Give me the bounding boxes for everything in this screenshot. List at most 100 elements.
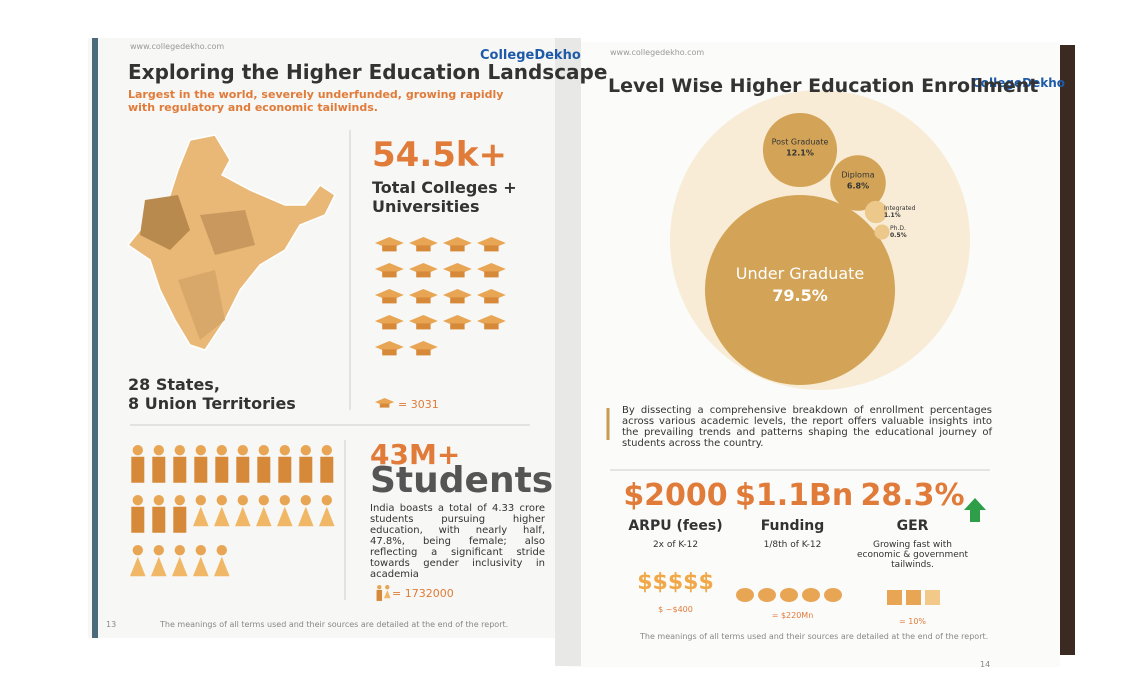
stat-value: 28.3% [860, 478, 965, 513]
person-icon [152, 506, 166, 533]
bubble [874, 224, 890, 240]
cap-icon [450, 297, 465, 304]
url: www.collegedekho.com [130, 42, 225, 51]
person-icon [193, 556, 209, 577]
stat-legend: $ ~$400 [658, 605, 693, 614]
piggy-icon [736, 588, 754, 602]
person-icon [237, 445, 248, 456]
person-icon [320, 456, 334, 483]
stat-value: $1.1Bn [735, 478, 854, 513]
gutter [555, 38, 581, 666]
person-icon [130, 556, 146, 577]
page-number: 14 [980, 660, 991, 669]
person-icon [152, 456, 166, 483]
cap-legend [375, 398, 395, 406]
bubble-value: 6.8% [847, 182, 869, 191]
cap-icon [382, 349, 397, 356]
person-icon [172, 556, 188, 577]
title: Exploring the Higher Education Landscape [128, 60, 608, 84]
colleges-label: Total Colleges + Universities [372, 178, 517, 216]
bubble-label: Under Graduate [736, 264, 865, 283]
map-region [140, 195, 190, 250]
bubble-label: Diploma [841, 170, 874, 179]
cap-icon [450, 271, 465, 278]
cap-icon [382, 245, 397, 252]
person-icon [131, 456, 145, 483]
person-icon [279, 495, 290, 506]
states: 28 States, 8 Union Territories [128, 375, 296, 413]
cap-icon [416, 271, 431, 278]
cap-icon [484, 323, 499, 330]
person-icon [235, 506, 251, 527]
person-icon [214, 506, 230, 527]
subtitle: Largest in the world, severely underfund… [128, 88, 504, 114]
person-icon [153, 495, 164, 506]
person-icon [256, 506, 272, 527]
person-icon [257, 456, 271, 483]
spine-edge [92, 38, 98, 638]
person-icon [278, 456, 292, 483]
bubble-value: 79.5% [772, 286, 828, 305]
piggy-icon [758, 588, 776, 602]
students-text: India boasts a total of 4.33 crore stude… [370, 503, 545, 580]
piggy-icon [802, 588, 820, 602]
person-icon [195, 445, 206, 456]
piggy-icon [780, 588, 798, 602]
person-icon [131, 506, 145, 533]
person-icon [195, 545, 206, 556]
person-icon [215, 456, 229, 483]
person-icon [173, 456, 187, 483]
cap-icon [382, 271, 397, 278]
left-page [88, 38, 568, 638]
stat-label: ARPU (fees) [628, 518, 723, 534]
person-icon [277, 506, 293, 527]
stat-note: 1/8th of K-12 [763, 540, 822, 550]
cap-icon [484, 297, 499, 304]
cap-icon [484, 271, 499, 278]
states-line: 8 Union Territories [128, 394, 296, 413]
cap-icon [450, 323, 465, 330]
person-icon [216, 495, 227, 506]
stat-legend: = $220Mn [771, 611, 814, 620]
person-icon [132, 545, 143, 556]
cap-icon [484, 245, 499, 252]
url: www.collegedekho.com [610, 48, 705, 57]
piggy-icon [824, 588, 842, 602]
person-icon [237, 495, 248, 506]
bubble-label: Post Graduate [772, 137, 829, 146]
cap-icon [416, 297, 431, 304]
person-legend [377, 585, 382, 590]
stat-legend: = 10% [898, 617, 927, 626]
person-icon [195, 495, 206, 506]
person-icon [153, 445, 164, 456]
person-icon [298, 506, 314, 527]
person-icon [214, 556, 230, 577]
stat-note: 2x of K-12 [652, 540, 699, 550]
person-icon [321, 495, 332, 506]
person-icon [216, 445, 227, 456]
cap-icon [450, 245, 465, 252]
bubble-value: 12.1% [786, 149, 814, 158]
cap-icon [416, 349, 431, 356]
box-icon [906, 590, 921, 605]
person-icon [299, 456, 313, 483]
footer: The meanings of all terms used and their… [640, 632, 989, 641]
title: Level Wise Higher Education Enrollment [608, 75, 1039, 97]
students-legend: = 1732000 [392, 587, 454, 600]
person-icon [258, 445, 269, 456]
bubble [705, 195, 895, 385]
person-icon [321, 445, 332, 456]
person-legend [385, 585, 390, 590]
person-icon [216, 545, 227, 556]
colleges-stat: 54.5k+ [372, 135, 507, 175]
box-icon [887, 590, 902, 605]
person-icon [174, 445, 185, 456]
person-icon [174, 545, 185, 556]
person-icon [319, 506, 335, 527]
map-region [178, 270, 225, 340]
person-icon [132, 495, 143, 506]
page-number: 13 [106, 620, 117, 629]
paragraph: By dissecting a comprehensive breakdown … [622, 405, 992, 449]
